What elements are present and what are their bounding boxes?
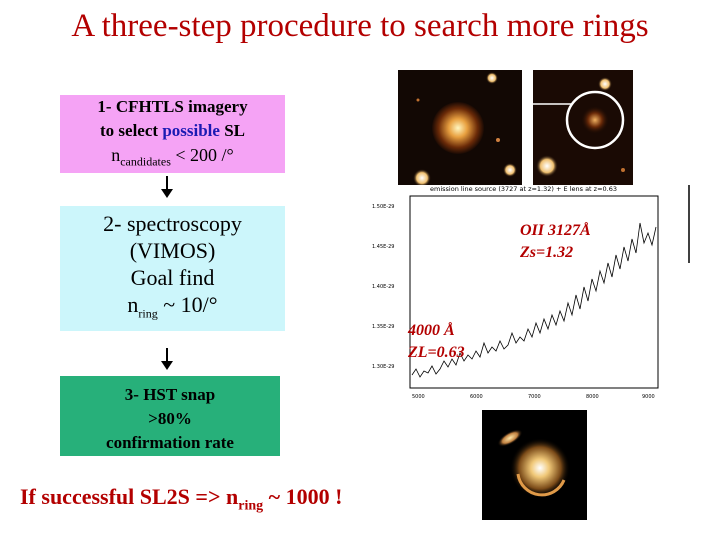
ytick-4: 1.30E-29 <box>372 364 394 370</box>
step3-line3: confirmation rate <box>106 433 234 452</box>
step2-line4-post: ~ 10/° <box>157 292 218 317</box>
arrow-1-head <box>161 189 173 198</box>
step1-highlight: possible <box>162 121 220 140</box>
oii-annotation-line2: Zs=1.32 <box>520 244 574 261</box>
step1-line2: to select possible SL <box>60 119 285 143</box>
step2-line4: nring ~ 10/° <box>60 291 285 327</box>
spectrum-frame <box>409 195 659 389</box>
xtick-3: 8000 <box>586 394 599 400</box>
xtick-0: 5000 <box>412 394 425 400</box>
page-title: A three-step procedure to search more ri… <box>71 8 649 44</box>
step2-line4-pre: n <box>127 292 139 317</box>
step1-line3-pre: n <box>111 145 121 165</box>
xtick-4: 9000 <box>642 394 655 400</box>
ytick-0: 1.50E-29 <box>372 204 394 210</box>
step3-line1: 3- HST snap <box>124 385 216 404</box>
step1-line3: ncandidates < 200 /° <box>60 143 285 174</box>
xtick-2: 7000 <box>528 394 541 400</box>
lens-annotation-line1: 4000 Å <box>408 322 455 339</box>
step1-box: 1- CFHTLS imagery to select possible SL … <box>60 95 285 173</box>
step2-line4-sub: ring <box>138 306 158 321</box>
step2-line2: (VIMOS) <box>129 238 216 263</box>
spectrum-plot: emission line source (3727 at z=1.32) + … <box>372 185 690 400</box>
ytick-2: 1.40E-29 <box>372 284 394 290</box>
conclusion-sub: ring <box>238 498 264 514</box>
arrow-1-stem <box>166 176 168 190</box>
step1-line2-pre: to select <box>100 121 163 140</box>
step2-line3: Goal find <box>130 265 215 290</box>
spectrum-header: emission line source (3727 at z=1.32) + … <box>430 185 617 193</box>
lens-annotation-line2: ZL=0.63 <box>408 344 465 361</box>
step3-box: 3- HST snap >80% confirmation rate <box>60 376 280 456</box>
step3-line2: >80% <box>148 409 192 428</box>
arrow-2-head <box>161 361 173 370</box>
arrow-2-stem <box>166 348 168 362</box>
lens-annotation: 4000 Å ZL=0.63 <box>408 320 465 364</box>
step1-line2-post: SL <box>219 121 245 140</box>
conclusion-pre: If successful SL2S => n <box>20 484 239 509</box>
ytick-3: 1.35E-29 <box>372 324 394 330</box>
oii-annotation: OII 3127Å Zs=1.32 <box>520 220 591 264</box>
conclusion-post: ~ 1000 ! <box>263 484 343 509</box>
ytick-1: 1.45E-29 <box>372 244 394 250</box>
xtick-1: 6000 <box>470 394 483 400</box>
cfhtls-image-right <box>533 70 633 185</box>
cfhtls-image-left <box>398 70 522 185</box>
oii-annotation-line1: OII 3127Å <box>520 222 591 239</box>
conclusion-text: If successful SL2S => nring ~ 1000 ! <box>20 484 342 514</box>
step2-box: 2- spectroscopy (VIMOS) Goal find nring … <box>60 206 285 331</box>
spectrum-line <box>411 222 657 378</box>
step2-line1: 2- spectroscopy <box>103 211 242 236</box>
hst-image <box>482 410 587 520</box>
step1-line3-post: < 200 /° <box>170 145 234 165</box>
step1-line1: 1- CFHTLS imagery <box>97 97 248 116</box>
step1-line3-sub: candidates <box>120 154 171 169</box>
